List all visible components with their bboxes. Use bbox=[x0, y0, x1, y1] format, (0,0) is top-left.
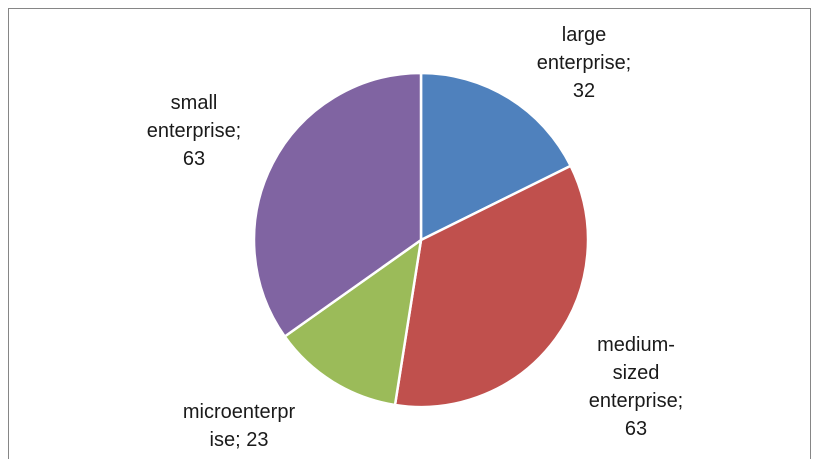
label-microenterprise: microenterpr ise; 23 bbox=[182, 401, 296, 451]
label-large-enterprise: large enterprise; 32 bbox=[536, 24, 632, 102]
pie-slice-large-enterprise bbox=[419, 71, 572, 242]
pie-chart bbox=[252, 71, 590, 409]
pie-slice-small-enterprise bbox=[252, 71, 423, 338]
label-medium-sized-enterprise: medium- sized enterprise; 63 bbox=[588, 334, 684, 440]
pie-slice-microenterprise bbox=[283, 238, 423, 407]
pie-slice-medium-sized-enterprise bbox=[393, 164, 590, 409]
chart-area: large enterprise; 32 medium- sized enter… bbox=[8, 8, 811, 459]
label-small-enterprise: small enterprise; 63 bbox=[146, 92, 242, 170]
